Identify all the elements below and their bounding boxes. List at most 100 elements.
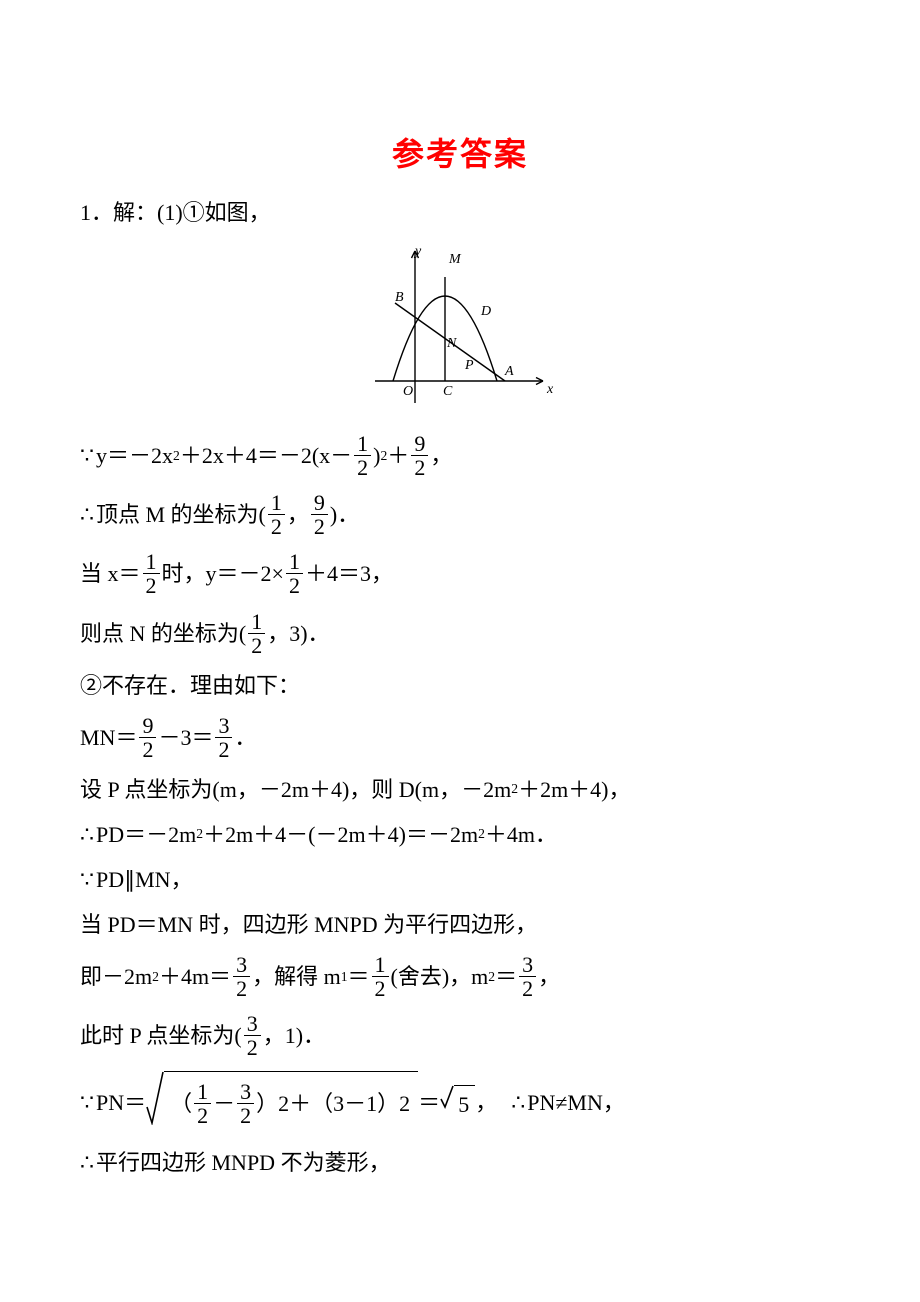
text: 设 P 点坐标为(m，－2m＋4)，则 D(m，－2m xyxy=(80,773,511,806)
text: 顶点 M 的坐标为( xyxy=(96,498,266,531)
text: ＝ xyxy=(495,960,517,993)
denominator: 2 xyxy=(354,455,371,479)
numerator: 3 xyxy=(233,953,250,976)
solution-line: 当 x＝ 1 2 时，y＝－2× 1 2 ＋4＝3， xyxy=(80,550,840,597)
text: 时，y＝－2× xyxy=(162,557,284,590)
numerator: 3 xyxy=(215,714,232,737)
text: MN＝ xyxy=(80,721,137,754)
numerator: 1 xyxy=(372,953,389,976)
text: PD∥MN， xyxy=(96,863,193,896)
solution-line: 即－2m 2 ＋4m＝ 3 2 ，解得 m 1 ＝ 1 2 (舍去)，m 2 ＝… xyxy=(80,953,840,1000)
radical-icon xyxy=(440,1085,454,1121)
text: ＋2m＋4－(－2m＋4)＝－2m xyxy=(203,818,478,851)
text: ＝ xyxy=(418,1086,440,1119)
because-icon xyxy=(80,863,96,896)
svg-text:M: M xyxy=(448,252,462,267)
text: )． xyxy=(330,498,359,531)
numerator: 9 xyxy=(411,432,428,455)
denominator: 2 xyxy=(411,455,428,479)
text: ) xyxy=(373,439,380,472)
numerator: 3 xyxy=(237,1080,254,1103)
text: ， xyxy=(538,960,560,993)
text: ， xyxy=(287,498,309,531)
radicand: （ 1 2 － 3 2 ）2＋（3－1）2 xyxy=(164,1071,418,1134)
text: ＋2m＋4)， xyxy=(518,773,630,806)
denominator: 2 xyxy=(268,514,285,538)
fraction: 1 2 xyxy=(248,610,265,657)
solution-line: y＝－2x 2 ＋2x＋4＝－2(x－ 1 2 ) 2 ＋ 9 2 ， xyxy=(80,432,840,479)
text: 即－2m xyxy=(80,960,152,993)
therefore-icon xyxy=(80,498,96,531)
text: －3＝ xyxy=(158,721,213,754)
fraction: 3 2 xyxy=(215,714,232,761)
text: PD＝－2m xyxy=(96,818,196,851)
text: － xyxy=(213,1087,235,1120)
text: PN＝ xyxy=(96,1086,146,1119)
fraction: 9 2 xyxy=(139,714,156,761)
solution-line: 1．解：(1)①如图， xyxy=(80,196,840,229)
denominator: 2 xyxy=(139,737,156,761)
fraction: 3 2 xyxy=(233,953,250,1000)
radical-icon xyxy=(146,1071,164,1134)
fraction: 1 2 xyxy=(268,491,285,538)
solution-line: 设 P 点坐标为(m，－2m＋4)，则 D(m，－2m 2 ＋2m＋4)， xyxy=(80,773,840,806)
numerator: 1 xyxy=(248,610,265,633)
text: PN≠MN， xyxy=(527,1086,625,1119)
fraction: 9 2 xyxy=(311,491,328,538)
svg-text:P: P xyxy=(464,358,474,373)
text: ）2＋（3－1）2 xyxy=(256,1087,410,1120)
denominator: 2 xyxy=(143,573,160,597)
text: 此时 P 点坐标为( xyxy=(80,1019,242,1052)
numerator: 3 xyxy=(519,953,536,976)
text: ＋4m． xyxy=(485,818,557,851)
text: ，3)． xyxy=(267,617,329,650)
graph-svg: yxOMBDNPAC xyxy=(365,241,555,411)
svg-text:y: y xyxy=(413,244,422,259)
text: ＋2x＋4＝－2(x－ xyxy=(180,439,352,472)
text: ， xyxy=(475,1086,497,1119)
denominator: 2 xyxy=(244,1035,261,1059)
denominator: 2 xyxy=(237,1103,254,1127)
text: ，1)． xyxy=(263,1019,325,1052)
fraction: 1 2 xyxy=(194,1080,211,1127)
svg-text:C: C xyxy=(443,384,453,399)
text: ＋4＝3， xyxy=(305,557,393,590)
solution-line: PN＝ （ 1 2 － 3 2 ）2＋（3－1）2 ＝ xyxy=(80,1071,840,1134)
fraction: 3 2 xyxy=(237,1080,254,1127)
text: ＋ xyxy=(387,439,409,472)
svg-text:D: D xyxy=(480,304,491,319)
text: （ xyxy=(170,1087,192,1120)
solution-line: PD∥MN， xyxy=(80,863,840,896)
parabola-graph: yxOMBDNPAC xyxy=(80,241,840,420)
sqrt: （ 1 2 － 3 2 ）2＋（3－1）2 xyxy=(146,1071,418,1134)
fraction: 1 2 xyxy=(143,550,160,597)
text: ＋4m＝ xyxy=(159,960,231,993)
solution-line: PD＝－2m 2 ＋2m＋4－(－2m＋4)＝－2m 2 ＋4m． xyxy=(80,818,840,851)
text: 1．解：(1)①如图， xyxy=(80,196,271,229)
denominator: 2 xyxy=(233,976,250,1000)
solution-line: 当 PD＝MN 时，四边形 MNPD 为平行四边形， xyxy=(80,908,840,941)
numerator: 9 xyxy=(311,491,328,514)
numerator: 1 xyxy=(143,550,160,573)
svg-text:N: N xyxy=(446,336,457,351)
fraction: 1 2 xyxy=(372,953,389,1000)
denominator: 2 xyxy=(194,1103,211,1127)
fraction: 3 2 xyxy=(519,953,536,1000)
denominator: 2 xyxy=(248,633,265,657)
text: ＝ xyxy=(348,960,370,993)
numerator: 9 xyxy=(139,714,156,737)
therefore-icon xyxy=(80,818,96,851)
text: (舍去)，m xyxy=(391,960,489,993)
text: ，解得 m xyxy=(252,960,341,993)
fraction: 1 2 xyxy=(286,550,303,597)
text: 当 PD＝MN 时，四边形 MNPD 为平行四边形， xyxy=(80,908,537,941)
denominator: 2 xyxy=(519,976,536,1000)
denominator: 2 xyxy=(372,976,389,1000)
numerator: 1 xyxy=(268,491,285,514)
fraction: 3 2 xyxy=(244,1012,261,1059)
because-icon xyxy=(80,1086,96,1119)
text: 平行四边形 MNPD 不为菱形， xyxy=(96,1146,391,1179)
solution-line: 顶点 M 的坐标为( 1 2 ， 9 2 )． xyxy=(80,491,840,538)
radicand: 5 xyxy=(454,1085,475,1121)
page-title: 参考答案 xyxy=(80,130,840,178)
